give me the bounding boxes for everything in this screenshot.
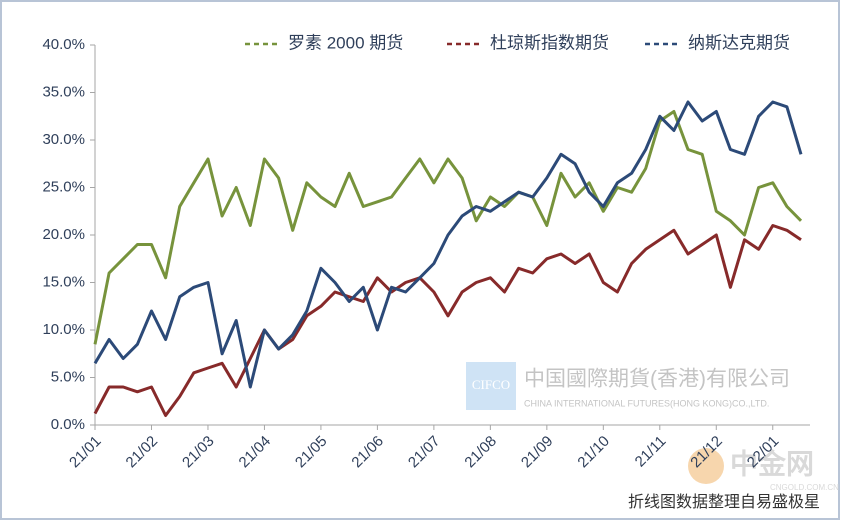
watermark: CHINA INTERNATIONAL FUTURES(HONG KONG)CO… bbox=[524, 398, 769, 408]
source-note: 折线图数据整理自易盛极星 bbox=[628, 493, 820, 511]
y-tick-label: 5.0% bbox=[51, 368, 85, 385]
watermark: CIFCO bbox=[472, 377, 510, 392]
watermark: CNGOLD.COM.CN bbox=[770, 483, 839, 492]
watermark-logo bbox=[688, 448, 724, 484]
y-tick-label: 20.0% bbox=[42, 226, 85, 243]
y-tick-label: 25.0% bbox=[42, 178, 85, 195]
legend-label: 纳斯达克期货 bbox=[688, 33, 790, 52]
logo-box bbox=[466, 362, 516, 410]
legend-label: 杜琼斯指数期货 bbox=[490, 33, 609, 52]
legend-label: 罗素 2000 期货 bbox=[288, 33, 403, 52]
line bbox=[93, 110, 803, 345]
y-tick-label: 10.0% bbox=[42, 321, 85, 338]
line bbox=[93, 100, 803, 389]
watermark: 中金网 bbox=[730, 447, 814, 479]
y-tick-label: 30.0% bbox=[42, 131, 85, 148]
line bbox=[93, 224, 802, 417]
y-tick-label: 35.0% bbox=[42, 83, 85, 100]
y-tick-label: 0.0% bbox=[51, 416, 85, 433]
y-tick-label: 40.0% bbox=[42, 36, 85, 53]
watermark: 中国國際期貨(香港)有限公司 bbox=[524, 368, 790, 391]
y-tick-label: 15.0% bbox=[42, 273, 85, 290]
